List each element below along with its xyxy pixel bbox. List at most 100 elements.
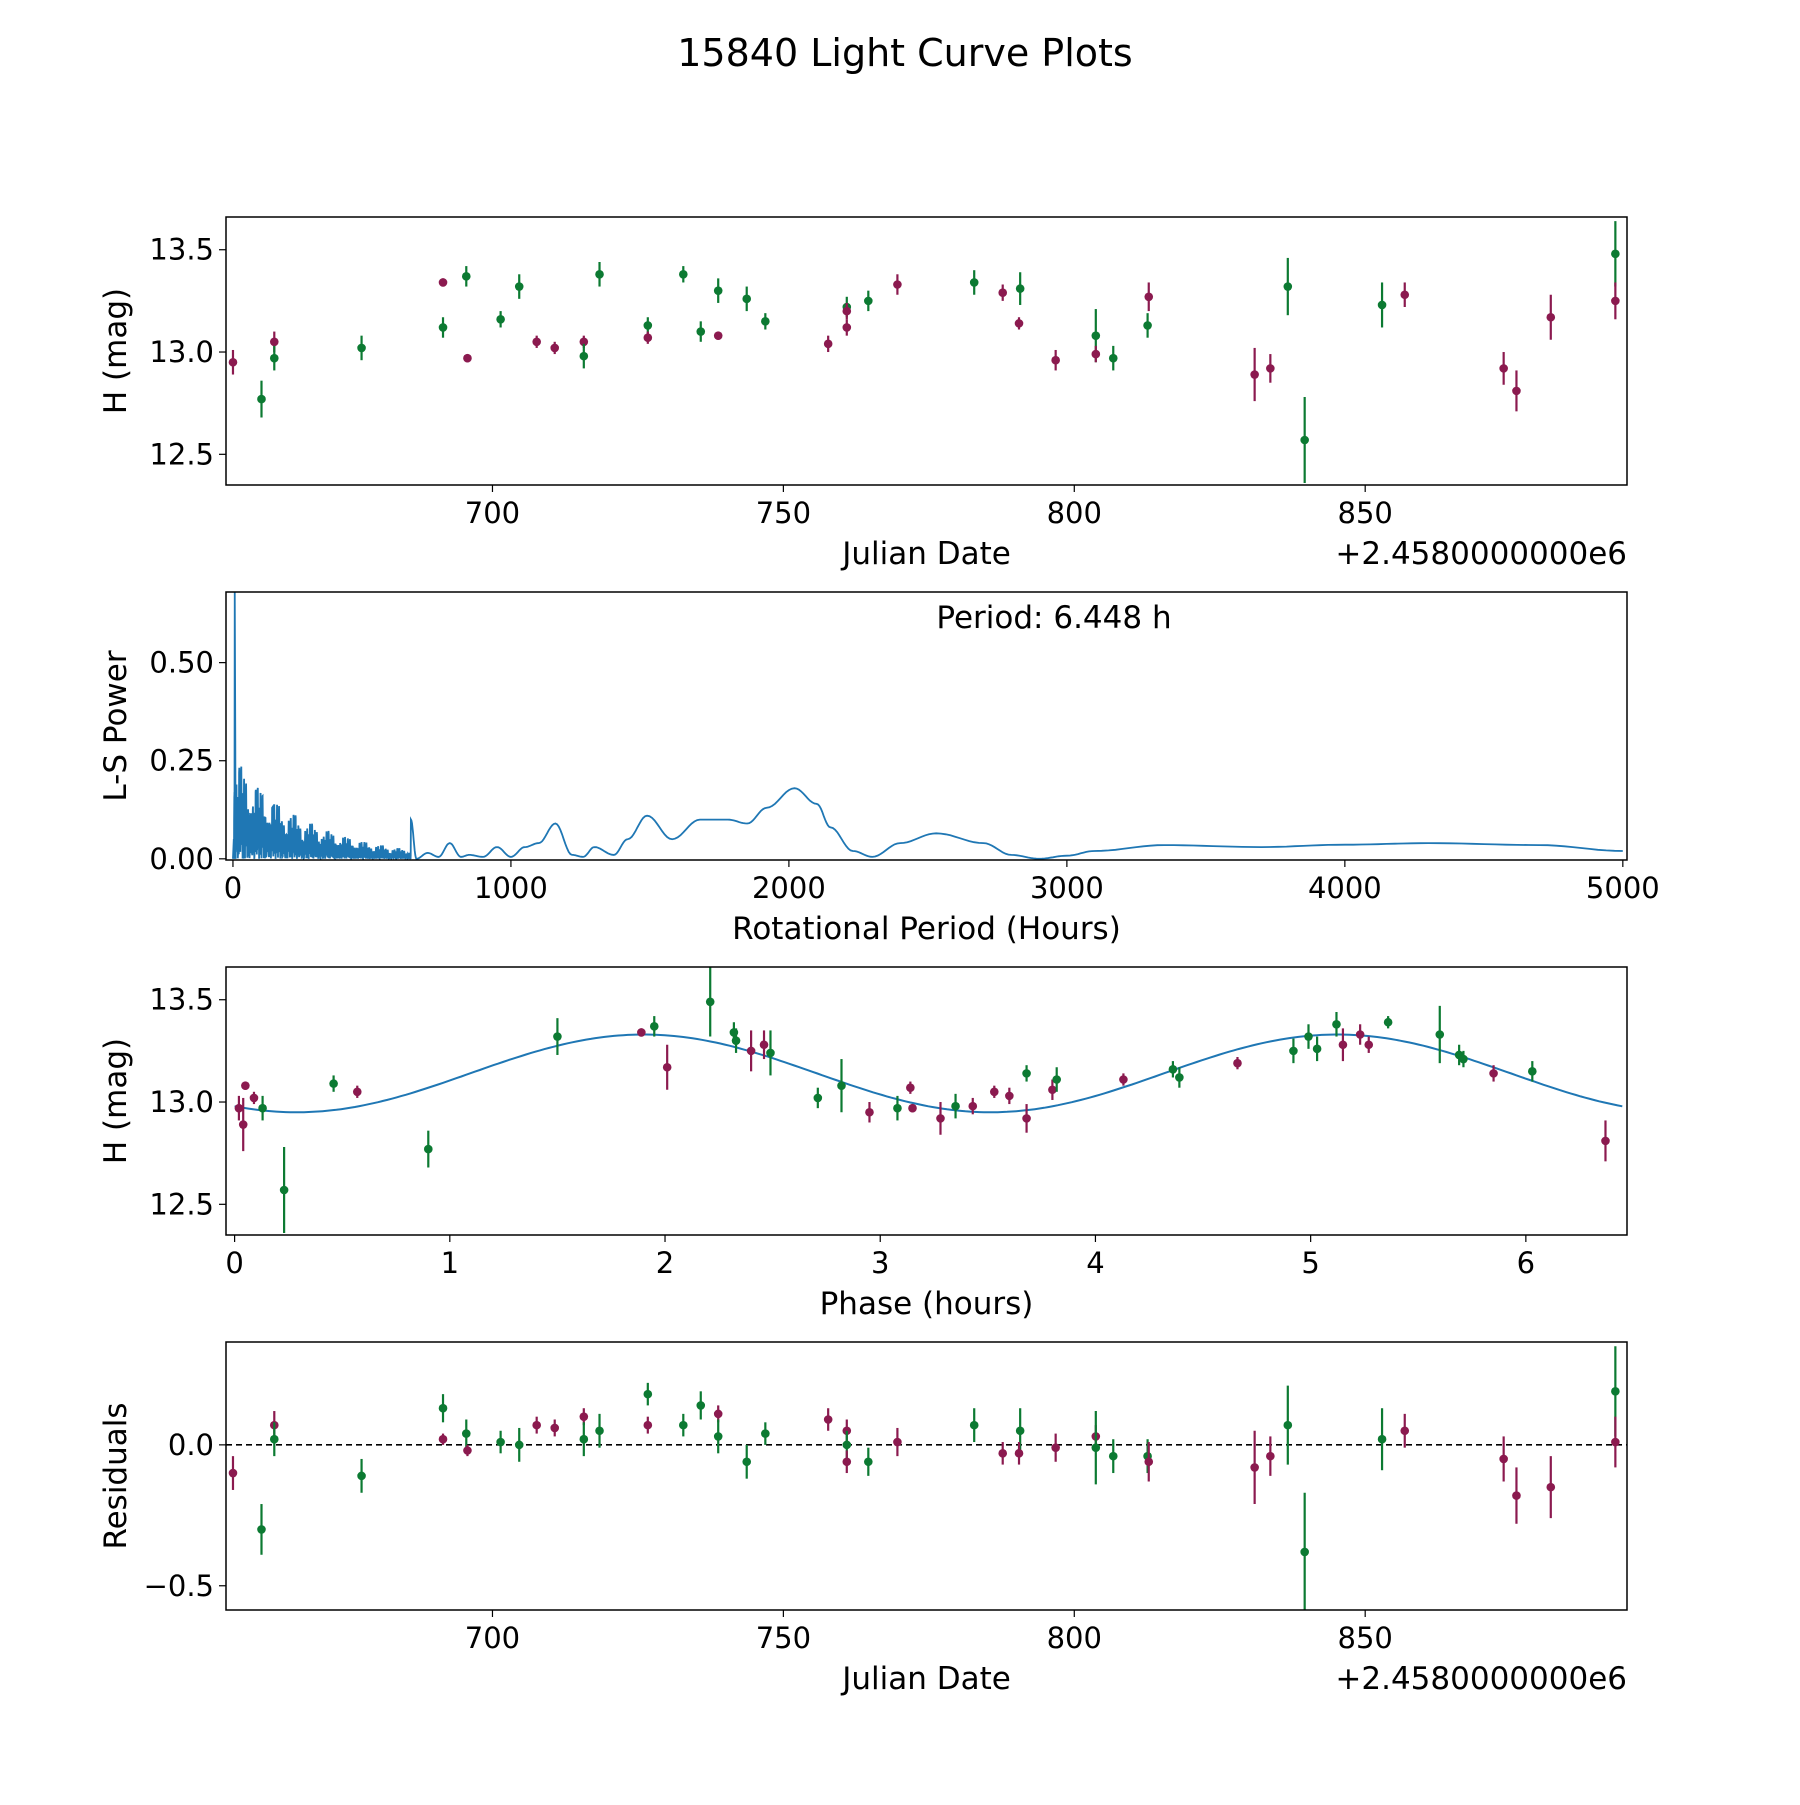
x-tick-label: 0 [225,1246,243,1280]
data-point [864,296,873,306]
data-point [893,1437,902,1447]
data-point [742,294,752,304]
data-point [813,1093,823,1103]
y-axis-label: H (mag) [98,288,134,414]
data-point [1051,355,1060,365]
data-point [643,1389,653,1399]
data-point [823,1415,833,1424]
data-point [1108,353,1118,363]
residuals-panel: 700 750 800 850 −0.5 0.0 Julian Date Residuals +… [98,1341,1628,1697]
data-point [438,278,448,287]
y-tick-label: 0.50 [149,646,214,680]
data-point [713,286,723,295]
data-point [463,1446,472,1455]
x-tick-label: 1 [441,1246,459,1280]
data-point [1400,1426,1410,1436]
y-tick-label: 12.5 [149,1187,214,1221]
data-point [1143,321,1152,330]
data-point [893,1103,902,1113]
x-tick-label: 2000 [752,871,826,905]
data-point [969,1420,979,1430]
x-tick-label: 6 [1517,1246,1535,1280]
periodogram-panel: 0 1000 2000 3000 4000 5000 0.00 0.25 0.50 Rotatio… [98,591,1660,947]
x-tick-label: 4000 [1308,871,1382,905]
lightcurve-panel: 700 750 800 850 12.5 13.0 13.5 Julian Date H (ma… [98,216,1628,572]
data-point [329,1079,338,1088]
y-axis-label: Residuals [98,1402,134,1549]
data-point [936,1114,945,1123]
data-point [257,1525,266,1534]
x-offset-text: +2.4580000000e6 [1335,1661,1627,1697]
x-offset-text: +2.4580000000e6 [1335,536,1627,572]
data-point [1312,1044,1322,1054]
data-point [550,343,560,353]
data-point [1048,1085,1057,1095]
data-point [1052,1075,1062,1084]
data-point [1250,370,1259,379]
data-point [662,1062,672,1072]
y-axis-label: H (mag) [98,1038,134,1164]
x-axis-label: Rotational Period (Hours) [732,911,1121,947]
data-point [1119,1075,1128,1084]
data-point [989,1087,999,1097]
data-point [550,1423,560,1433]
data-point [1338,1040,1348,1050]
data-point [1005,1091,1014,1101]
data-point [234,1103,244,1113]
data-point [713,1409,723,1419]
data-point [998,1449,1008,1458]
data-point [269,1434,279,1444]
phased-panel: 0 1 2 3 4 5 6 12.5 13.0 13.5 Phase (hours) H (mag) [98,966,1628,1322]
data-point [864,1457,873,1467]
data-point [1022,1114,1031,1123]
data-point [1266,364,1275,373]
data-point [1091,349,1101,359]
periodogram-frame [225,591,1628,861]
data-point [579,337,589,347]
x-tick-label: 750 [756,496,811,530]
data-point [595,1426,604,1436]
data-point [438,1403,448,1413]
data-point [649,1022,659,1031]
data-point [1022,1069,1031,1078]
y-tick-label: 0.25 [149,744,214,778]
data-point [842,323,852,332]
x-tick-label: 850 [1338,1621,1393,1655]
data-point [1435,1030,1445,1039]
data-point [1300,435,1309,445]
data-point [423,1144,433,1154]
data-point [461,1429,471,1438]
data-point [1144,292,1154,302]
x-tick-label: 1000 [474,871,548,905]
data-point [837,1081,846,1090]
lightcurve-plot-area [228,221,1620,483]
data-point [1015,1426,1025,1436]
data-point [228,357,238,367]
data-point [908,1103,917,1113]
data-point [1400,290,1410,300]
data-point [238,1120,248,1129]
data-point [1499,1454,1508,1464]
data-point [696,327,706,336]
data-point [746,1046,756,1056]
data-point [1015,284,1025,293]
data-point [1283,1420,1293,1430]
x-tick-label: 800 [1047,496,1102,530]
y-tick-label: 0.00 [149,842,214,876]
y-tick-label: −0.5 [144,1569,214,1603]
model-fit-curve [234,1033,1623,1114]
data-point [893,280,902,289]
data-point [1266,1451,1275,1461]
data-point [713,331,723,340]
data-point [514,1440,524,1450]
data-point [269,353,279,363]
data-point [1355,1030,1365,1039]
data-point [357,1471,366,1481]
x-tick-label: 2 [656,1246,674,1280]
data-point [1014,1449,1024,1458]
x-tick-label: 800 [1047,1621,1102,1655]
x-axis-label: Phase (hours) [820,1286,1034,1322]
data-point [705,997,715,1007]
data-point [496,314,505,324]
data-point [1546,1482,1556,1492]
